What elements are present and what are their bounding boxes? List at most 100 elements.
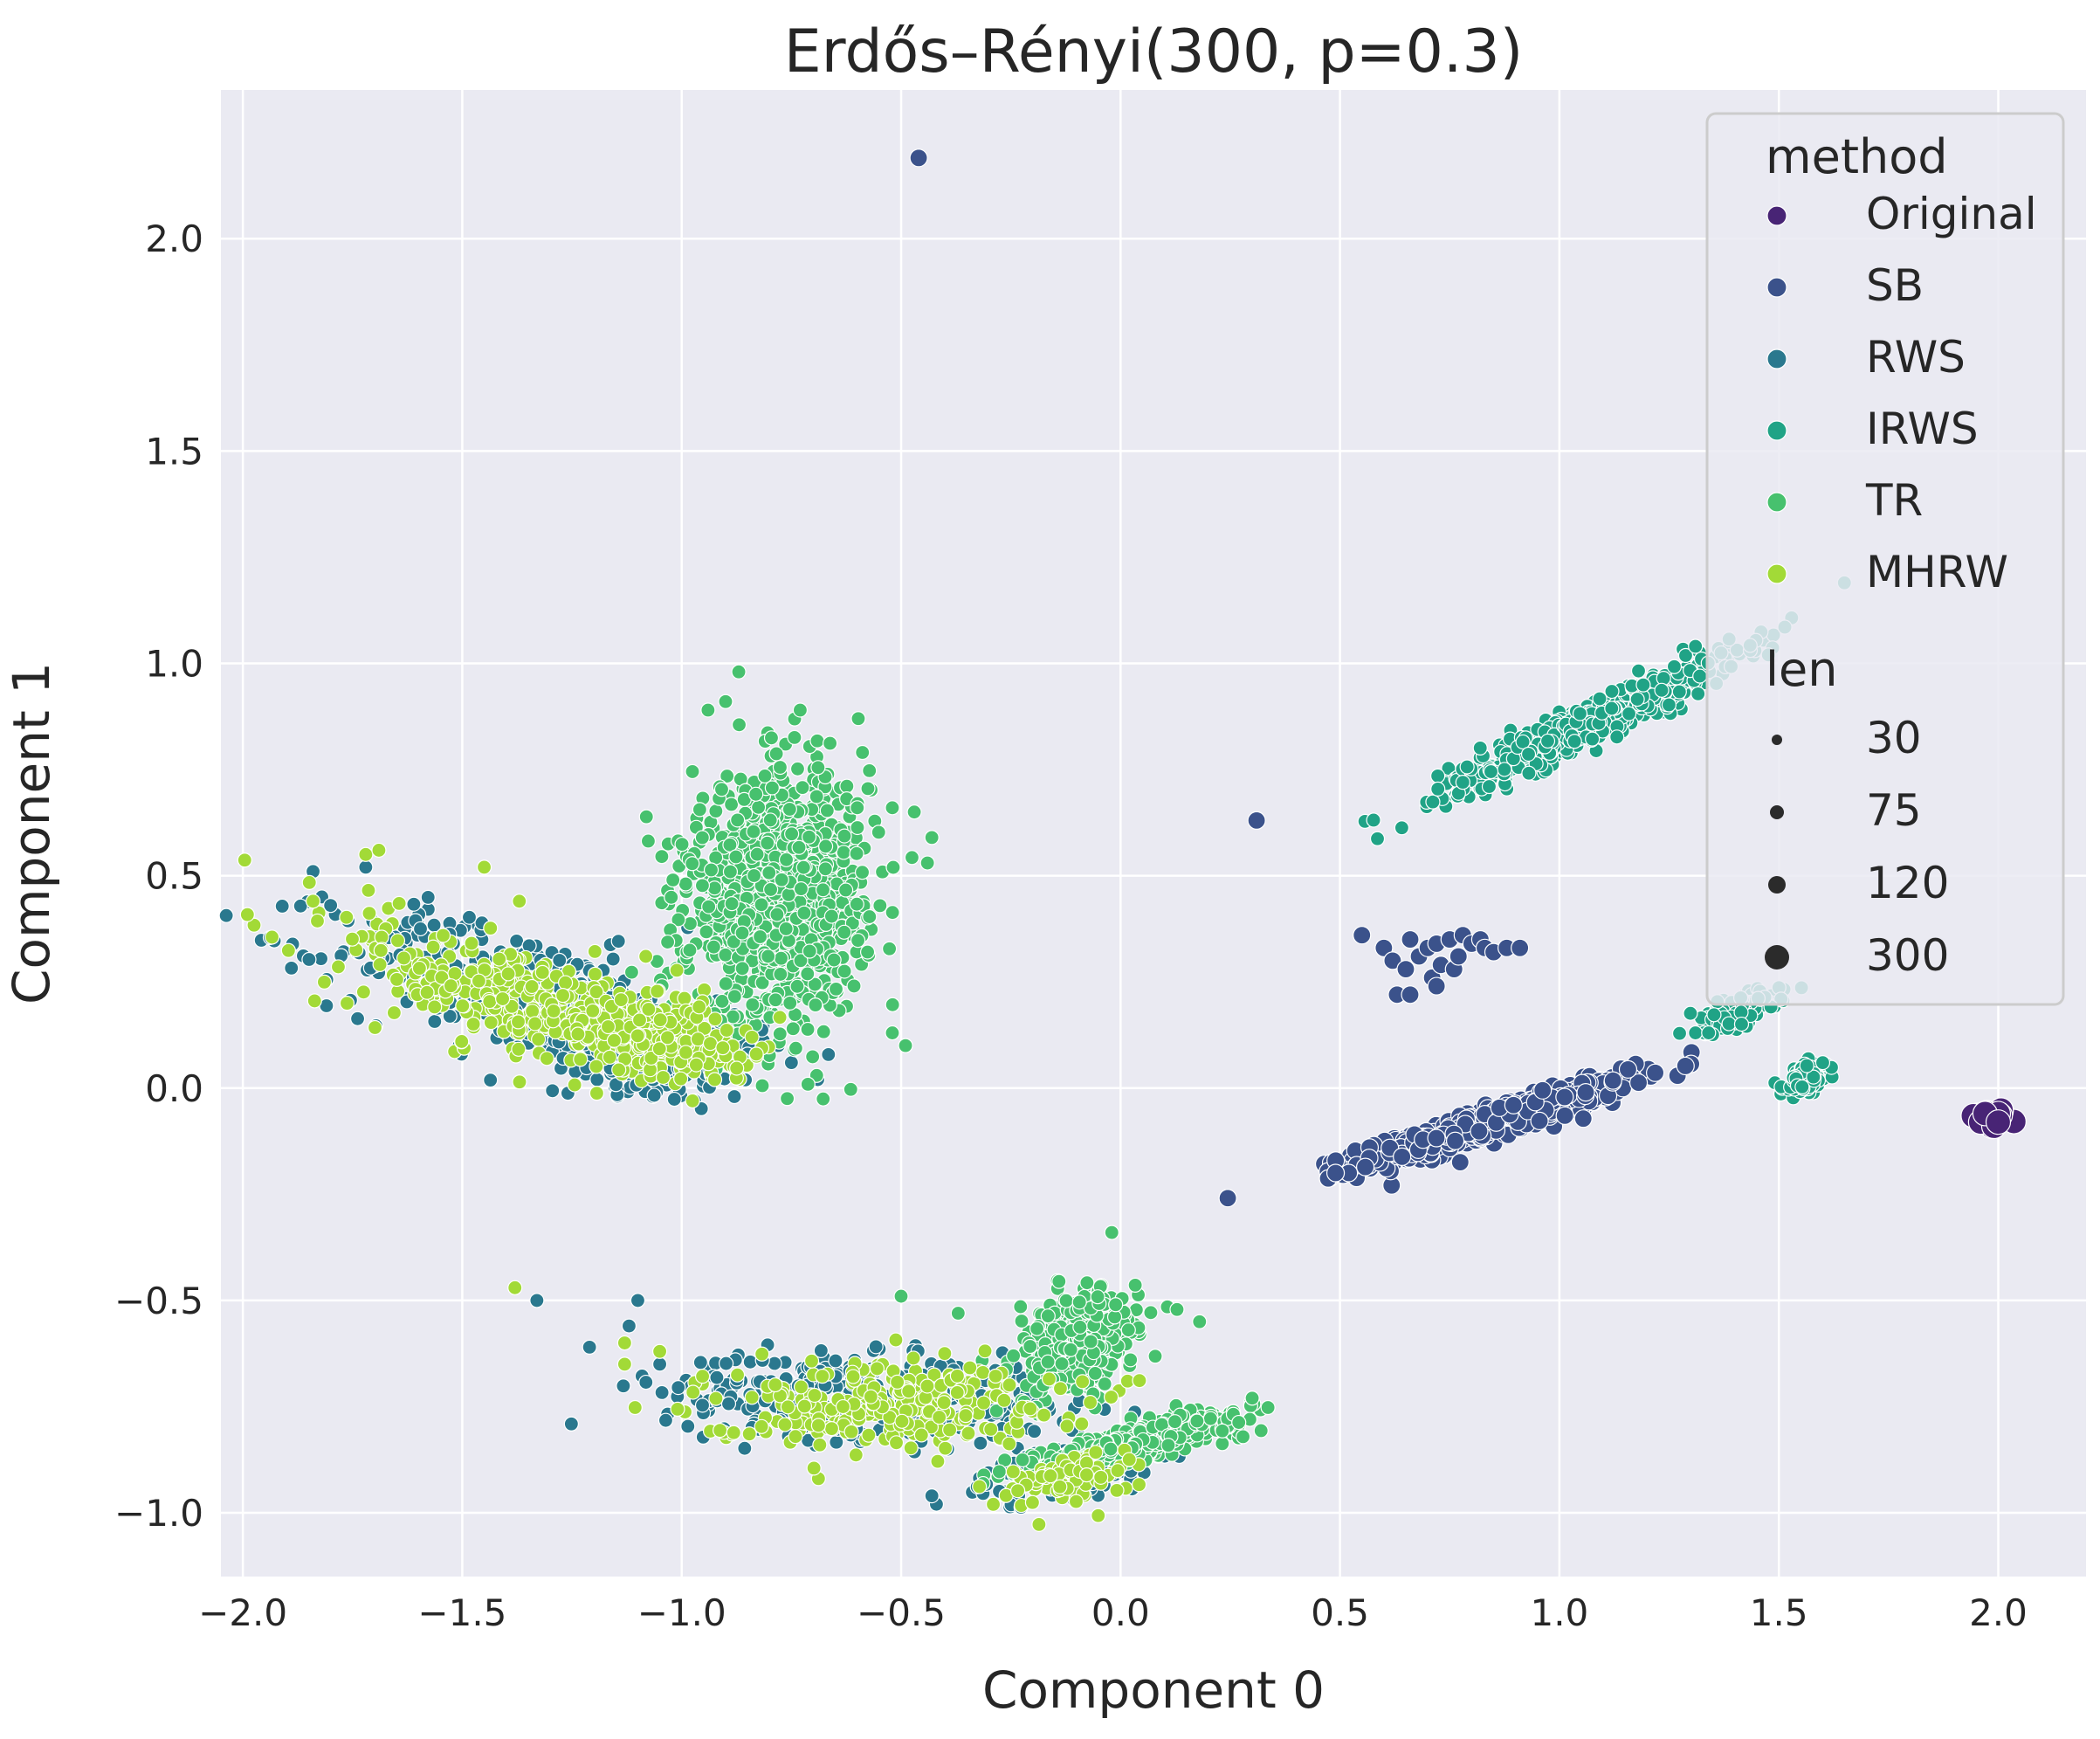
data-point [718, 1356, 734, 1371]
data-point [623, 964, 640, 980]
data-point [816, 1024, 831, 1039]
data-point [722, 864, 739, 880]
data-point [773, 950, 789, 966]
data-point [778, 852, 795, 867]
data-point [850, 819, 865, 836]
data-point [420, 889, 436, 906]
data-point [638, 809, 654, 825]
data-point [389, 971, 405, 987]
data-point [1253, 1423, 1269, 1439]
data-point [1609, 729, 1625, 745]
data-point [1671, 1025, 1688, 1041]
data-point [293, 898, 308, 914]
data-point [714, 993, 730, 1010]
data-point [795, 780, 810, 796]
data-point [885, 997, 900, 1012]
data-point [1231, 1414, 1247, 1431]
data-point [760, 835, 775, 851]
data-point [837, 924, 852, 940]
data-point [1555, 1106, 1574, 1125]
data-point [412, 921, 429, 937]
data-point [991, 1464, 1007, 1480]
data-point [361, 882, 376, 898]
data-point [800, 1076, 816, 1092]
data-point [839, 778, 855, 794]
data-point [218, 907, 234, 923]
data-point [1083, 1334, 1098, 1349]
data-point [746, 824, 761, 839]
data-point [1087, 1365, 1103, 1381]
data-point [800, 1021, 816, 1038]
data-point [694, 830, 710, 845]
data-point [731, 664, 747, 680]
data-point [1430, 768, 1446, 784]
data-point [1576, 1083, 1595, 1102]
data-point [751, 799, 767, 815]
data-point [1573, 1109, 1593, 1128]
data-point [754, 897, 769, 913]
data-point [1029, 1321, 1045, 1336]
data-point [885, 859, 901, 875]
data-point [746, 867, 762, 884]
data-point [748, 786, 764, 802]
data-point [768, 746, 784, 762]
data-point [1706, 1007, 1722, 1023]
data-point [638, 949, 654, 964]
data-point [1481, 778, 1498, 795]
data-point [454, 1033, 470, 1050]
data-point [274, 898, 290, 914]
data-point [435, 928, 451, 943]
data-point [1063, 1342, 1078, 1357]
data-point [1629, 691, 1645, 707]
data-point [885, 800, 900, 816]
data-point [720, 1396, 737, 1411]
data-point [461, 909, 478, 925]
data-point [828, 981, 844, 997]
data-point [1040, 1308, 1056, 1324]
data-point [724, 797, 740, 812]
data-point [664, 889, 679, 905]
data-point [589, 1072, 605, 1087]
data-point [1006, 1348, 1022, 1363]
data-point [1604, 700, 1620, 716]
data-point [587, 966, 603, 982]
data-point [764, 780, 780, 796]
data-point [796, 905, 812, 921]
data-point [651, 1356, 668, 1372]
data-point [713, 782, 730, 797]
data-point [815, 882, 831, 898]
data-point [483, 921, 499, 936]
data-point [854, 865, 871, 880]
data-point [819, 803, 835, 818]
data-point [1353, 926, 1372, 945]
data-point [1430, 781, 1446, 797]
data-point [1192, 1314, 1208, 1329]
data-point [685, 1093, 700, 1109]
data-point [589, 1086, 605, 1101]
data-point [885, 905, 900, 921]
data-point [552, 952, 568, 969]
data-point [855, 744, 871, 761]
data-point [784, 826, 800, 842]
data-point [1427, 976, 1446, 996]
data-point [427, 999, 443, 1015]
data-point [805, 1049, 821, 1065]
data-point [1072, 1319, 1088, 1335]
data-point [823, 735, 838, 751]
data-point [792, 702, 809, 718]
data-point [924, 830, 940, 845]
data-point [828, 1353, 843, 1369]
data-point [1401, 985, 1420, 1004]
data-point [610, 934, 626, 949]
data-point [809, 733, 825, 749]
data-point [893, 1288, 909, 1304]
data-point [793, 881, 809, 897]
data-point [1635, 677, 1651, 693]
data-point [659, 934, 676, 950]
data-point [837, 963, 852, 979]
data-point [301, 951, 317, 968]
data-point [785, 1021, 801, 1037]
data-point [339, 996, 355, 1011]
data-point [726, 989, 742, 1004]
